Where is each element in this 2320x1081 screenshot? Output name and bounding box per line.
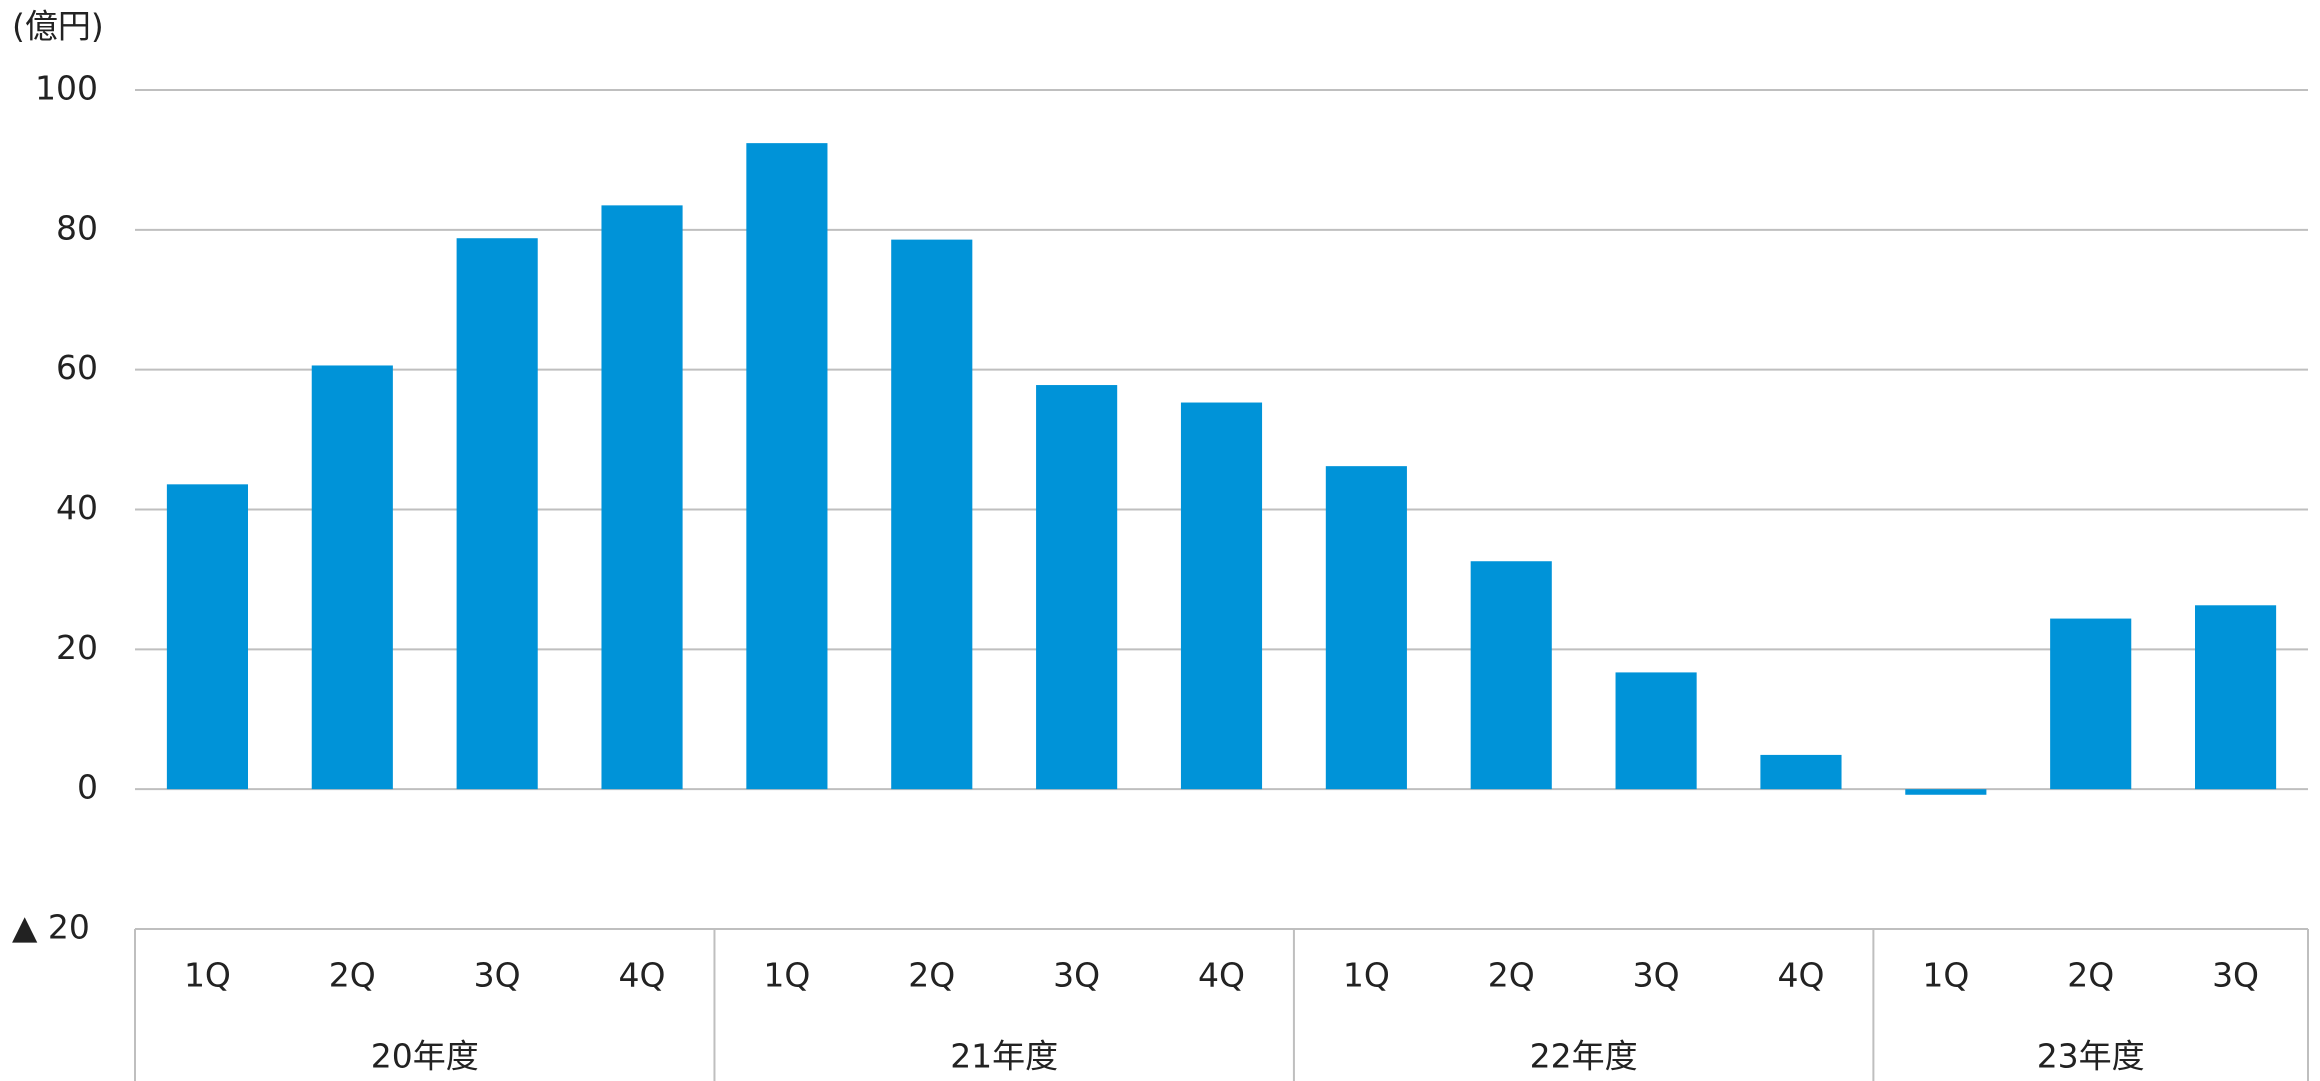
bar: [2195, 605, 2277, 790]
bar: [1905, 789, 1987, 795]
x-tick-label: 3Q: [474, 956, 521, 995]
group-label: 23年度: [2037, 1037, 2145, 1076]
bar: [1615, 672, 1697, 790]
bar: [1180, 402, 1263, 790]
bar: [311, 365, 393, 790]
x-tick-label: 2Q: [2067, 956, 2114, 995]
x-tick-label: 3Q: [1053, 956, 1100, 995]
bar: [746, 143, 828, 790]
y-tick-label: ▲ 20: [12, 908, 90, 947]
x-tick-label: 2Q: [329, 956, 376, 995]
y-tick-label: 60: [56, 348, 98, 387]
y-tick-label: 40: [56, 488, 98, 527]
y-axis-label: (億円): [12, 7, 104, 46]
x-tick-label: 2Q: [908, 956, 955, 995]
bar: [1760, 754, 1842, 790]
bar: [1036, 385, 1118, 790]
bar: [891, 239, 973, 790]
y-tick-label: 20: [56, 628, 98, 667]
x-tick-label: 1Q: [1343, 956, 1390, 995]
bar: [2050, 618, 2132, 790]
x-tick-label: 4Q: [1777, 956, 1824, 995]
x-tick-label: 3Q: [2212, 956, 2259, 995]
x-tick-label: 3Q: [1633, 956, 1680, 995]
x-tick-label: 1Q: [763, 956, 810, 995]
group-label: 20年度: [371, 1037, 479, 1076]
bar: [601, 205, 683, 790]
bar: [456, 238, 538, 790]
y-tick-label: 0: [77, 768, 98, 807]
x-tick-label: 1Q: [1922, 956, 1969, 995]
bar: [166, 484, 248, 790]
x-tick-label: 2Q: [1488, 956, 1535, 995]
bar: [1470, 561, 1552, 790]
group-label: 21年度: [950, 1037, 1058, 1076]
x-tick-label: 1Q: [184, 956, 231, 995]
group-label: 22年度: [1530, 1037, 1638, 1076]
y-tick-label: 80: [56, 208, 98, 247]
y-tick-label: 100: [35, 69, 98, 108]
x-tick-label: 4Q: [1198, 956, 1245, 995]
x-tick-label: 4Q: [619, 956, 666, 995]
bar: [1325, 466, 1407, 790]
